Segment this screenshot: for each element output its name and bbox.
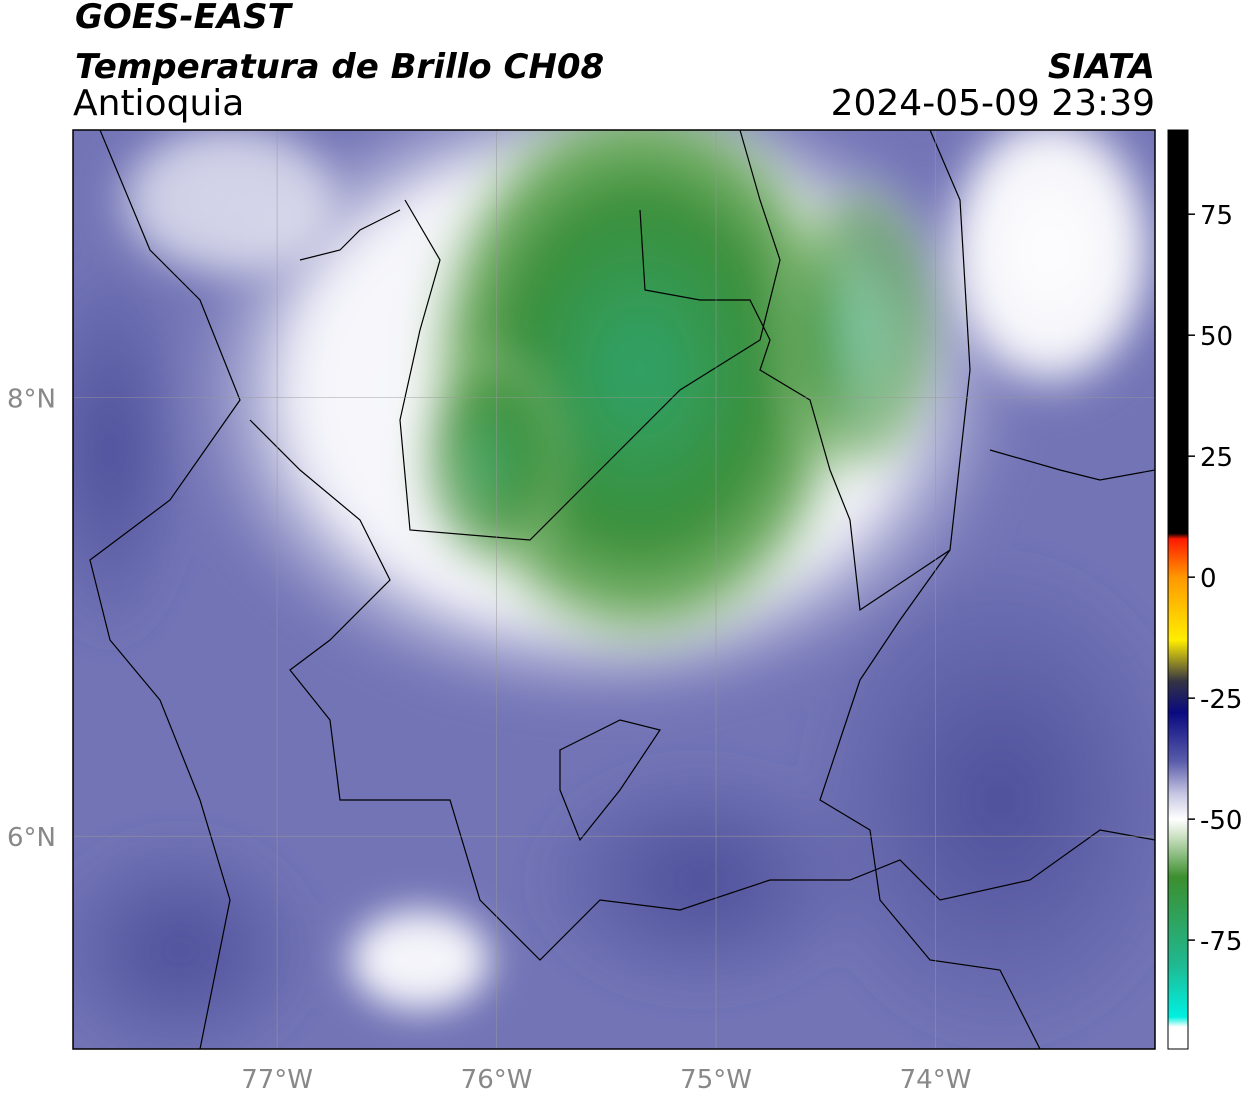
colorbar-tick-label: 25 xyxy=(1200,443,1233,473)
lon-tick-label: 75°W xyxy=(680,1065,752,1095)
colorbar-tick-label: -50 xyxy=(1200,806,1242,836)
subtitle: Temperatura de Brillo CH08 xyxy=(75,47,604,87)
lon-tick-label: 77°W xyxy=(241,1065,313,1095)
map-frame xyxy=(72,129,1156,1050)
colorbar-tick-label: -25 xyxy=(1200,685,1242,715)
colorbar-tick-label: 0 xyxy=(1200,564,1217,594)
title: GOES-EAST xyxy=(75,0,294,37)
lat-tick-label: 8°N xyxy=(7,385,56,415)
lat-tick-label: 6°N xyxy=(7,823,56,853)
graticule: 77°W 76°W 75°W 74°W 8°N 6°N xyxy=(7,130,1155,1095)
colorbar xyxy=(1167,129,1189,1050)
colorbar-ticks: 75 50 25 0 -25 -50 -75 xyxy=(1188,201,1242,957)
colorbar-tick-label: 50 xyxy=(1200,322,1233,352)
satellite-image xyxy=(73,130,1155,1049)
lon-tick-label: 74°W xyxy=(900,1065,972,1095)
colorbar-tick-label: 75 xyxy=(1200,201,1233,231)
region: Antioquia xyxy=(73,83,244,124)
colorbar-tick-label: -75 xyxy=(1200,927,1242,957)
timestamp: 2024-05-09 23:39 xyxy=(831,83,1155,124)
source: SIATA xyxy=(1048,47,1155,87)
lon-tick-label: 76°W xyxy=(461,1065,533,1095)
